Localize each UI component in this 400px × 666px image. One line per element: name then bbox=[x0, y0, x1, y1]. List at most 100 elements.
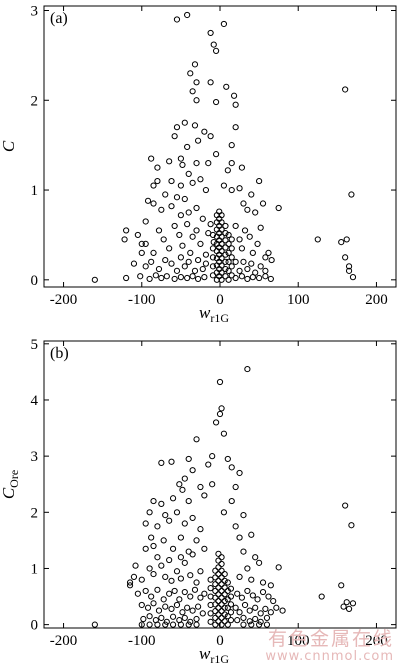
chart-1-data-point bbox=[177, 212, 184, 219]
chart-2-data-point bbox=[228, 464, 235, 471]
chart-2-data-point bbox=[162, 512, 169, 519]
chart-1-data-point bbox=[218, 276, 225, 283]
chart-2-data-point bbox=[185, 621, 192, 628]
chart-2-data-point bbox=[160, 537, 167, 544]
chart-2-data-point bbox=[173, 601, 181, 609]
chart-2-data-point bbox=[158, 500, 165, 507]
chart-1-data-point bbox=[176, 231, 183, 239]
chart-2-data-point bbox=[207, 618, 214, 625]
chart-1-data-point bbox=[171, 222, 178, 230]
chart-2-data-point bbox=[338, 582, 345, 589]
chart-1-data-point bbox=[193, 204, 200, 212]
chart-1-data-point bbox=[236, 236, 243, 243]
chart-2-data-point bbox=[173, 509, 181, 516]
chart-2-data-point bbox=[166, 517, 173, 524]
chart-1-data-point bbox=[173, 194, 181, 201]
chart-1-data-point bbox=[349, 274, 357, 281]
chart-2-data-point bbox=[181, 475, 188, 482]
chart-2-data-point bbox=[221, 591, 228, 598]
chart-2-data-point bbox=[187, 593, 194, 600]
chart-2-data-point bbox=[176, 596, 183, 603]
chart-2-data-point bbox=[193, 579, 200, 586]
chart-1-data-point bbox=[345, 267, 353, 274]
chart-1-data-point bbox=[228, 186, 235, 194]
chart-2-data-point bbox=[349, 600, 357, 607]
chart-2-data-point bbox=[160, 596, 167, 603]
chart-2-data-point bbox=[244, 587, 251, 595]
chart-2-data-point bbox=[215, 597, 222, 605]
chart-1-data-point bbox=[123, 274, 130, 282]
chart-2-data-point bbox=[252, 604, 259, 611]
chart-2-data-point bbox=[184, 604, 191, 611]
chart-2-data-point bbox=[218, 574, 225, 581]
chart-2-data-point bbox=[240, 614, 247, 621]
chart-2-data-point bbox=[256, 621, 263, 628]
chart-1-data-point bbox=[185, 258, 192, 265]
chart-2-data-point bbox=[240, 621, 247, 628]
chart-2-data-point bbox=[150, 542, 157, 550]
chart-2-x-tick-label: -200 bbox=[50, 633, 78, 649]
chart-2-data-point bbox=[345, 605, 353, 613]
chart-2-data-point bbox=[220, 509, 228, 516]
chart-2-data-point bbox=[193, 615, 200, 623]
chart-2-data-point bbox=[318, 593, 325, 600]
chart-1-data-point bbox=[150, 249, 157, 256]
chart-2-data-point bbox=[348, 522, 355, 529]
chart-2-data-point bbox=[169, 621, 177, 628]
chart-1-data-point bbox=[199, 215, 206, 222]
chart-2-data-point bbox=[254, 596, 261, 603]
chart-1-data-point bbox=[218, 226, 225, 233]
chart-1-data-point bbox=[343, 236, 350, 243]
chart-1-data-point bbox=[241, 227, 249, 234]
chart-1-data-point bbox=[225, 258, 232, 265]
chart-1-x-tick-label: 200 bbox=[365, 292, 388, 308]
chart-2-data-point bbox=[212, 594, 219, 601]
chart-2-data-point bbox=[140, 615, 147, 623]
chart-1-data-point bbox=[193, 79, 200, 86]
chart-2-data-point bbox=[238, 594, 246, 601]
chart-1-data-point bbox=[218, 255, 225, 262]
chart-1-data-point bbox=[209, 245, 217, 252]
chart-2-data-point bbox=[212, 581, 219, 588]
chart-1-data-point bbox=[259, 200, 267, 207]
chart-1-data-point bbox=[193, 160, 200, 167]
chart-1-data-point bbox=[207, 79, 214, 86]
chart-1-data-point bbox=[158, 206, 165, 213]
chart-2-data-point bbox=[241, 601, 249, 609]
chart-1-data-point bbox=[254, 240, 261, 248]
chart-2-data-point bbox=[244, 565, 251, 572]
chart-2-data-point bbox=[176, 481, 183, 488]
chart-1-data-point bbox=[209, 254, 217, 261]
chart-1-data-point bbox=[194, 256, 202, 264]
chart-1-data-point bbox=[257, 224, 264, 231]
chart-1-data-point bbox=[162, 191, 169, 198]
chart-2-x-tick-label: 100 bbox=[287, 633, 310, 649]
watermark: 有色金属在线 www.cnnmol.com bbox=[265, 629, 394, 664]
chart-1-data-point bbox=[148, 155, 155, 162]
chart-2-data-point bbox=[236, 469, 243, 477]
chart-2-data-point bbox=[189, 467, 196, 474]
chart-1-data-point bbox=[230, 92, 238, 99]
chart-1-data-point bbox=[210, 41, 217, 48]
chart-1-data-point bbox=[150, 200, 157, 207]
chart-1-data-point bbox=[152, 272, 159, 279]
chart-2-data-point bbox=[168, 458, 175, 465]
chart-2-data-point bbox=[148, 593, 155, 600]
chart-1-data-point bbox=[232, 101, 239, 108]
chart-2-data-point bbox=[91, 621, 98, 628]
chart-1-data-point bbox=[154, 177, 161, 185]
chart-1-data-point bbox=[130, 260, 138, 267]
chart-1-data-point bbox=[224, 167, 231, 174]
chart-2-data-point bbox=[142, 587, 149, 595]
chart-1-data-point bbox=[160, 236, 167, 243]
chart-2-data-point bbox=[168, 577, 175, 584]
chart-2-data-point bbox=[194, 603, 202, 610]
chart-2-data-point bbox=[126, 579, 134, 586]
chart-2-data-point bbox=[221, 604, 228, 611]
chart-2-data-point bbox=[252, 554, 259, 561]
chart-2-data-point bbox=[134, 590, 141, 597]
chart-1-data-point bbox=[184, 221, 191, 228]
chart-2-data-point bbox=[221, 570, 228, 578]
chart-2-data-point bbox=[179, 486, 186, 493]
